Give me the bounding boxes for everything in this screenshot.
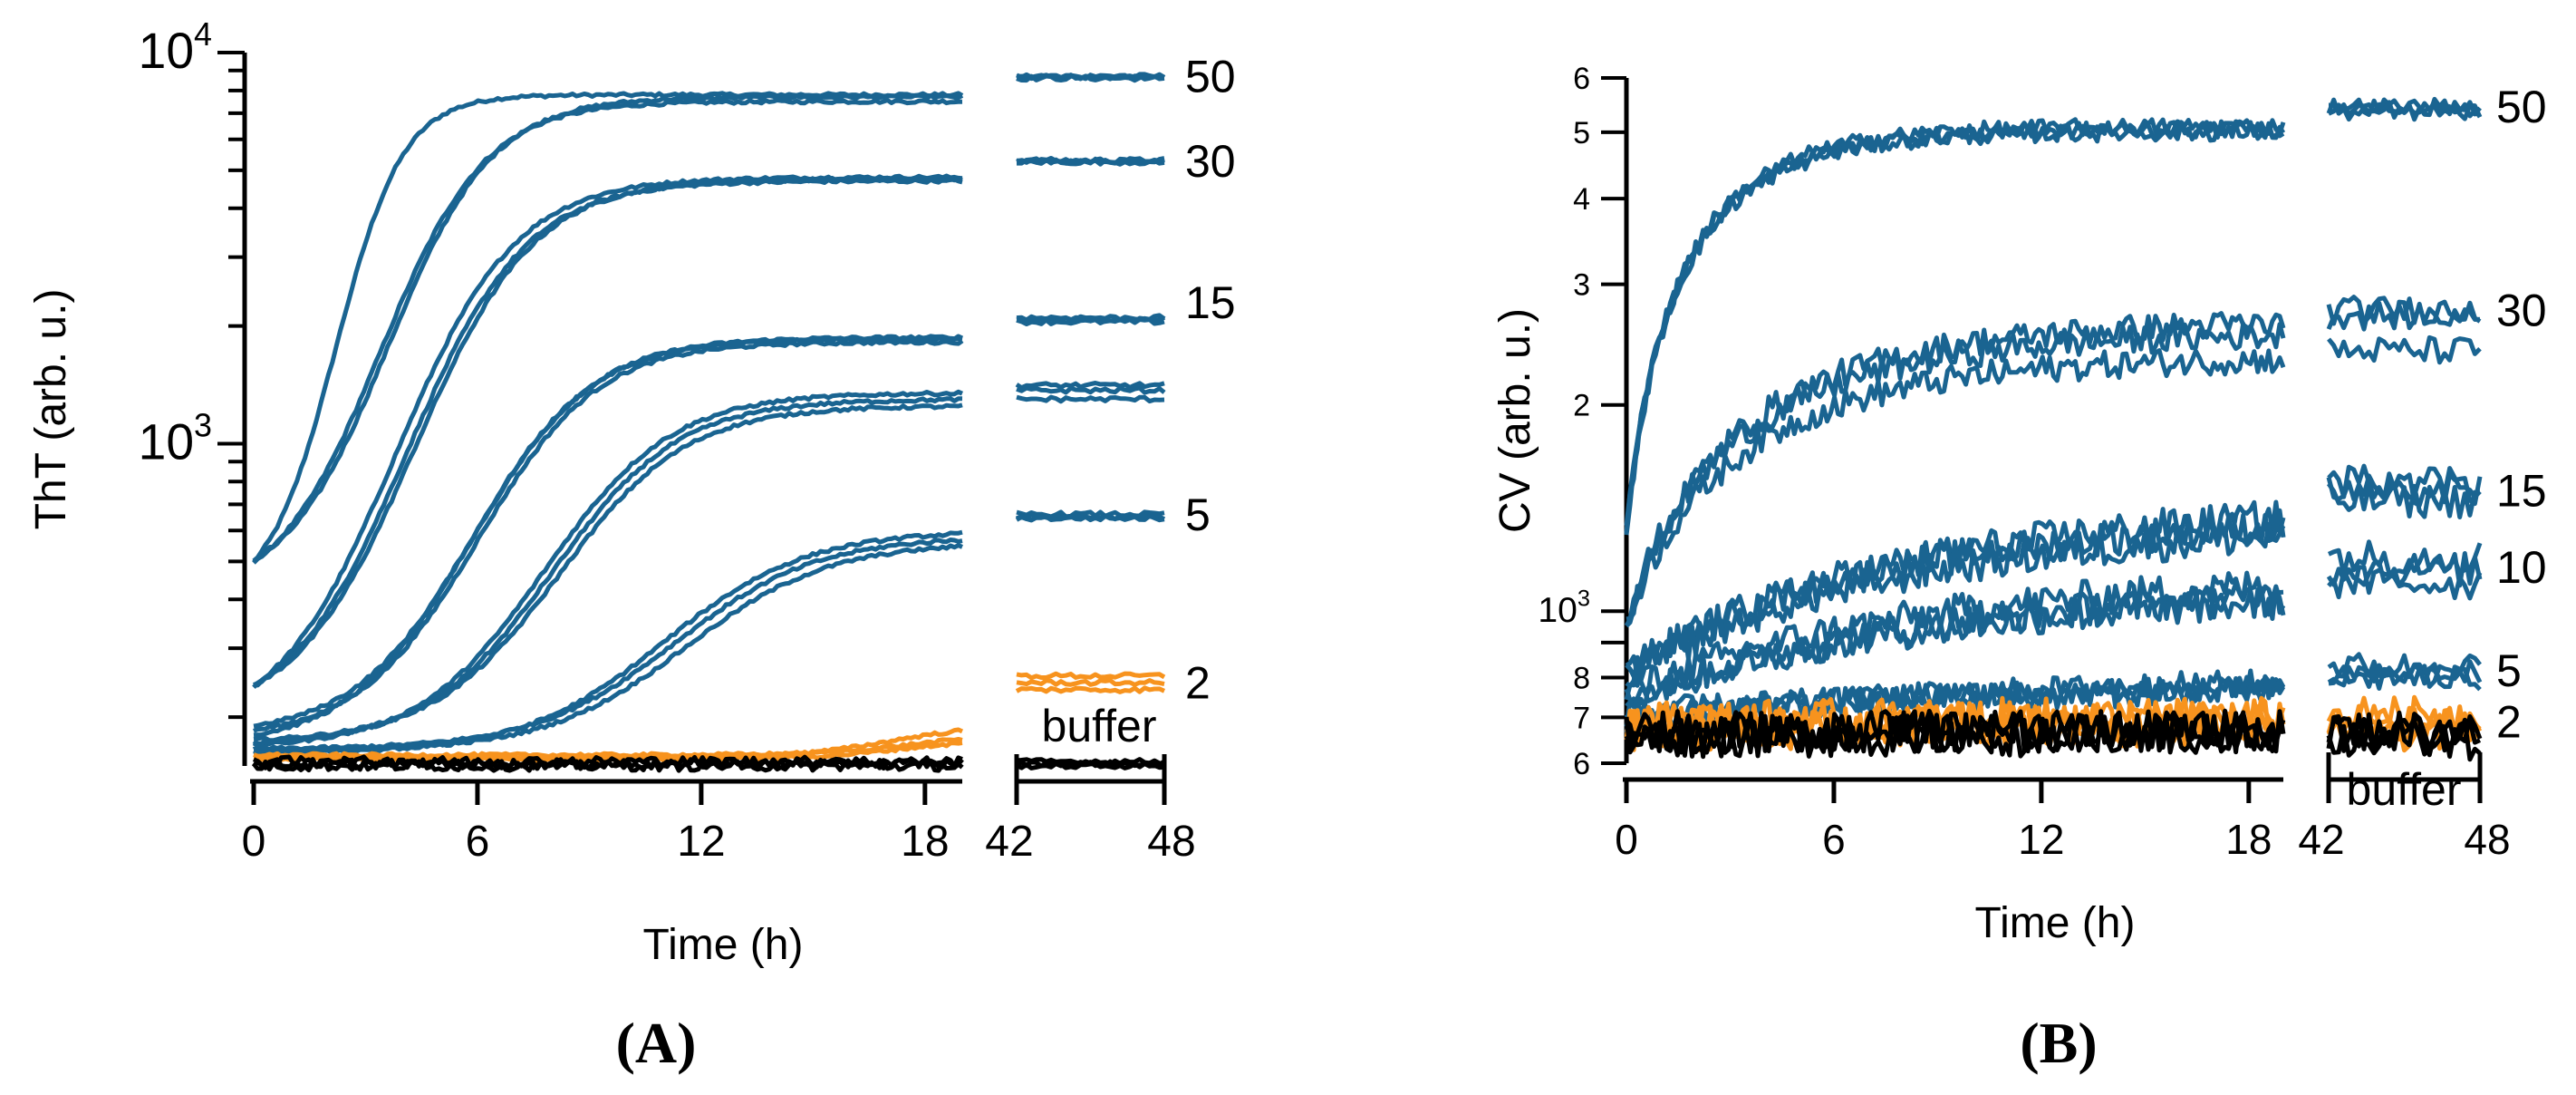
series-label: 2	[2496, 697, 2522, 748]
series-line-15	[1625, 508, 2286, 678]
series-label: buffer	[2347, 764, 2462, 815]
series-label: 50	[1185, 52, 1236, 102]
series-label: 5	[1185, 489, 1211, 540]
series-end-50	[1016, 73, 1165, 82]
series-end-10	[2327, 565, 2483, 601]
y-tick-label: 3	[1573, 267, 1590, 302]
x-tick-label: 6	[466, 818, 490, 866]
series-end-10	[2326, 551, 2483, 588]
series-end-30	[1017, 156, 1165, 166]
x-axis-title: Time (h)	[643, 921, 804, 969]
series-label: 5	[2496, 645, 2522, 696]
y-tick-label: 6	[1573, 62, 1590, 96]
series-end-10	[1015, 381, 1165, 391]
y-axis-title: CV (arb. u.)	[1491, 308, 1539, 533]
series-line-30	[253, 175, 963, 688]
series-end-10	[1016, 394, 1165, 404]
y-tick-label-base: 10	[139, 413, 194, 470]
panel-label: (B)	[2020, 1011, 2097, 1075]
y-tick-label-base: 10	[139, 23, 194, 79]
y-tick-label: 103	[139, 407, 212, 470]
y-tick-label: 103	[1538, 586, 1590, 631]
series-line-30	[1624, 321, 2286, 627]
y-tick-label-exp: 3	[194, 407, 212, 443]
panel-label-letter: B	[2040, 1011, 2079, 1075]
panel-label: (A)	[616, 1011, 697, 1075]
x-tick-label: 12	[677, 818, 725, 866]
y-axis-title: ThT (arb. u.)	[27, 289, 75, 530]
y-tick-label: 104	[139, 16, 212, 79]
x-tick-label: 48	[2464, 816, 2510, 863]
series-end-15	[1016, 313, 1166, 323]
x-tick-label: 6	[1822, 816, 1846, 863]
series-label: 15	[1185, 277, 1236, 328]
y-tick-label: 7	[1573, 701, 1590, 735]
series-line-5	[253, 543, 963, 754]
y-tick-label-exp: 3	[1577, 586, 1590, 612]
x-tick-label: 0	[1615, 816, 1638, 863]
series-label: buffer	[1042, 701, 1157, 751]
series-end-5	[2327, 652, 2482, 682]
series-end-2	[1016, 678, 1165, 687]
series-line-30	[1626, 348, 2286, 622]
series-end-2	[1016, 671, 1166, 681]
y-tick-label: 5	[1573, 116, 1590, 150]
x-axis-title: Time (h)	[1975, 899, 2136, 947]
y-tick-label: 2	[1573, 389, 1590, 423]
series-label: 10	[2496, 542, 2547, 593]
series-end-30	[2326, 299, 2482, 332]
x-tick-label: 48	[1147, 818, 1195, 866]
y-tick-label: 8	[1573, 661, 1590, 695]
panel-label-open: (	[2020, 1011, 2039, 1075]
panel-label-letter: A	[635, 1011, 677, 1075]
series-line-15	[252, 338, 964, 733]
series-line-5	[252, 538, 963, 752]
y-tick-label: 6	[1573, 747, 1590, 781]
series-line-buffer	[252, 754, 963, 769]
x-tick-label: 0	[242, 818, 266, 866]
x-tick-label: 18	[901, 818, 949, 866]
series-line-15	[253, 334, 964, 729]
series-line-10	[252, 396, 963, 746]
series-end-5	[2327, 662, 2482, 692]
y-tick-label-base: 10	[1538, 591, 1577, 630]
series-line-15	[1625, 521, 2286, 688]
series-label: 2	[1185, 658, 1211, 709]
x-tick-label: 12	[2018, 816, 2064, 863]
series-line-buffer	[1624, 709, 2284, 755]
panel-label-close: )	[677, 1011, 696, 1075]
y-tick-label-exp: 4	[194, 16, 212, 53]
series-end-30	[2326, 295, 2481, 326]
x-tick-label: 18	[2225, 816, 2272, 863]
series-label: 30	[1185, 136, 1236, 187]
series-end-10	[1016, 385, 1166, 395]
series-label: 15	[2496, 466, 2547, 517]
series-line-10	[1624, 584, 2286, 708]
x-tick-label: 42	[2298, 816, 2344, 863]
y-tick-label: 4	[1573, 182, 1590, 217]
series-label: 30	[2496, 286, 2547, 336]
x-tick-label: 42	[985, 818, 1033, 866]
series-line-2	[253, 737, 963, 760]
panel-label-open: (	[616, 1011, 635, 1075]
series-label: 50	[2496, 82, 2547, 132]
series-end-15	[2326, 481, 2481, 519]
series-end-2	[1015, 685, 1166, 694]
panel-label-close: )	[2078, 1011, 2097, 1075]
series-end-5	[1015, 513, 1165, 523]
series-line-50	[252, 98, 963, 565]
series-end-30	[2327, 334, 2482, 365]
series-end-buffer	[1015, 761, 1165, 770]
series-line-50	[252, 92, 964, 565]
series-end-buffer	[2326, 717, 2482, 762]
series-end-50	[2329, 100, 2482, 120]
series-line-50	[1624, 119, 2285, 534]
